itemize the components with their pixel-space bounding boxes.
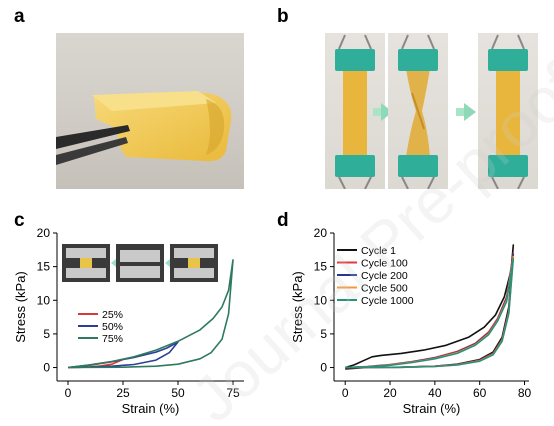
- platen-bottom: [174, 268, 214, 278]
- x-tick-label: 80: [518, 386, 532, 400]
- y-tick-label: 15: [314, 260, 328, 274]
- series-line-1: [67, 341, 179, 369]
- y-axis-label: Stress (kPa): [290, 271, 305, 343]
- folded-tape-illustration: [56, 91, 232, 165]
- x-tick-label: 50: [171, 386, 185, 400]
- x-tick-label: 20: [383, 386, 397, 400]
- clip-wire-bottom: [491, 176, 525, 190]
- legend-entry: Cycle 500: [361, 283, 408, 295]
- photo-folded-tape: [56, 33, 244, 189]
- panel-label-d: d: [277, 210, 289, 231]
- platen-bottom: [66, 268, 106, 278]
- legend-entry: 75%: [102, 333, 123, 345]
- x-tick-label: 60: [473, 386, 487, 400]
- tape-top-fold: [92, 91, 216, 111]
- y-tick-label: 5: [320, 327, 327, 341]
- platen-bottom: [120, 266, 160, 278]
- legend-entry: 25%: [102, 309, 123, 321]
- top-clip: [398, 49, 438, 71]
- inset-arrow-icon: [165, 259, 170, 267]
- y-tick-label: 10: [37, 293, 51, 307]
- y-tick-label: 0: [320, 361, 327, 375]
- platen-top: [120, 250, 160, 262]
- y-tick-label: 20: [37, 226, 51, 240]
- tape-strip: [496, 69, 520, 159]
- clip-wire-top: [338, 34, 372, 50]
- bottom-clip: [398, 155, 438, 177]
- x-tick-label: 40: [428, 386, 442, 400]
- chart-c-stress-strain: 0 25 50 75 0 5 10 15 20 Strain (%) Stress (kPa) 25%…: [13, 226, 244, 416]
- series-line-2: [67, 259, 234, 369]
- clip-wire-bottom: [401, 176, 435, 190]
- photo-strip-twisted: [388, 33, 448, 190]
- platen-top: [66, 248, 106, 258]
- platen-top: [174, 248, 214, 258]
- clip-wire-bottom: [338, 176, 372, 190]
- panel-label-c: c: [14, 210, 25, 231]
- legend-entry: 50%: [102, 321, 123, 333]
- chart-d-cyclic-stress-strain: 0 20 40 60 80 0 5 10 15 20 Strain (%) Stress (kPa) C…: [290, 226, 532, 416]
- legend-entry: Cycle 1: [361, 245, 396, 257]
- legend-entry: Cycle 100: [361, 258, 408, 270]
- tape-strip: [343, 69, 367, 159]
- twist-line: [411, 92, 425, 130]
- y-tick-label: 5: [43, 327, 50, 341]
- panel-label-b: b: [277, 6, 289, 27]
- clip-wire-top: [401, 34, 435, 50]
- x-tick-label: 0: [342, 386, 349, 400]
- legend-entry: Cycle 200: [361, 270, 408, 282]
- tweezer-arm-upper: [56, 125, 130, 149]
- tweezer-arm-lower: [56, 137, 128, 165]
- x-tick-label: 75: [226, 386, 240, 400]
- y-tick-label: 10: [314, 293, 328, 307]
- tape-fold-shadow: [206, 99, 225, 155]
- arrow-right-icon: [456, 103, 476, 121]
- y-axis-label: Stress (kPa): [13, 271, 28, 343]
- photo-strip-recovered: [478, 33, 538, 190]
- y-tick-label: 15: [37, 260, 51, 274]
- strip-recovered-illustration: [488, 34, 528, 190]
- sample: [188, 258, 200, 268]
- top-clip: [335, 49, 375, 71]
- tape-body: [94, 93, 232, 162]
- series-line-4: [345, 257, 515, 369]
- bottom-clip: [488, 155, 528, 177]
- strip-twisted-illustration: [398, 34, 438, 190]
- y-tick-label: 0: [43, 361, 50, 375]
- strip-initial-illustration: [335, 34, 375, 190]
- x-axis-label: Strain (%): [122, 401, 180, 416]
- x-tick-label: 25: [116, 386, 130, 400]
- x-tick-label: 0: [65, 386, 72, 400]
- inset-arrow-icon: [111, 259, 116, 267]
- sample: [80, 258, 92, 268]
- legend-entry: Cycle 1000: [361, 295, 414, 307]
- y-tick-label: 20: [314, 226, 328, 240]
- x-axis-label: Strain (%): [403, 401, 461, 416]
- top-clip: [488, 49, 528, 71]
- panel-label-a: a: [14, 6, 25, 27]
- clip-wire-top: [491, 34, 525, 50]
- bottom-clip: [335, 155, 375, 177]
- compression-inset-photos: [62, 244, 218, 282]
